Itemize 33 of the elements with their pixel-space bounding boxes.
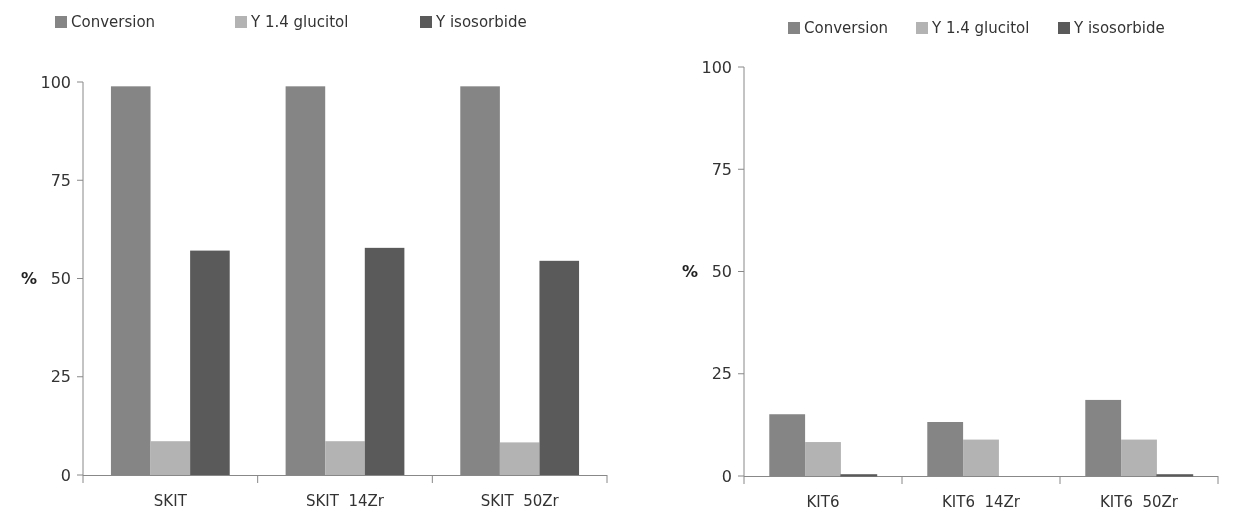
y-tick-label: 25 bbox=[50, 367, 71, 387]
y-tick-label: 0 bbox=[60, 465, 71, 485]
x-tick-label: SKIT bbox=[153, 492, 188, 510]
bar bbox=[325, 441, 365, 475]
bar bbox=[364, 247, 405, 475]
x-tick-label: SKIT 50Zr bbox=[480, 492, 560, 510]
x-tick-label: KIT6 bbox=[806, 493, 840, 511]
x-tick-label: KIT6 50Zr bbox=[1099, 493, 1179, 511]
x-tick-label: KIT6 14Zr bbox=[941, 493, 1021, 511]
bar bbox=[190, 250, 230, 475]
legend-label: Y 1.4 glucitol bbox=[931, 19, 1030, 38]
x-tick-label: SKIT 14Zr bbox=[305, 492, 385, 510]
bar bbox=[499, 442, 540, 475]
bar bbox=[963, 439, 999, 476]
y-tick-label: 25 bbox=[711, 364, 732, 384]
y-tick-label: 0 bbox=[721, 466, 732, 486]
bar bbox=[539, 260, 580, 475]
y-axis-title: % bbox=[682, 261, 699, 281]
bar bbox=[805, 442, 841, 476]
y-tick-label: 100 bbox=[40, 72, 71, 92]
y-tick-label: 75 bbox=[50, 170, 71, 190]
legend-label: Y isosorbide bbox=[1073, 19, 1165, 38]
legend-label: Conversion bbox=[804, 19, 889, 38]
legend-label: Conversion bbox=[71, 13, 156, 32]
legend-label: Y 1.4 glucitol bbox=[250, 13, 349, 32]
y-tick-label: 100 bbox=[701, 57, 732, 77]
y-tick-label: 50 bbox=[50, 269, 71, 289]
bar bbox=[1121, 439, 1157, 476]
y-tick-label: 50 bbox=[711, 262, 732, 282]
legend-label: Y isosorbide bbox=[435, 13, 527, 32]
y-axis-title: % bbox=[21, 268, 38, 288]
bar bbox=[150, 441, 191, 475]
y-tick-label: 75 bbox=[711, 159, 732, 179]
